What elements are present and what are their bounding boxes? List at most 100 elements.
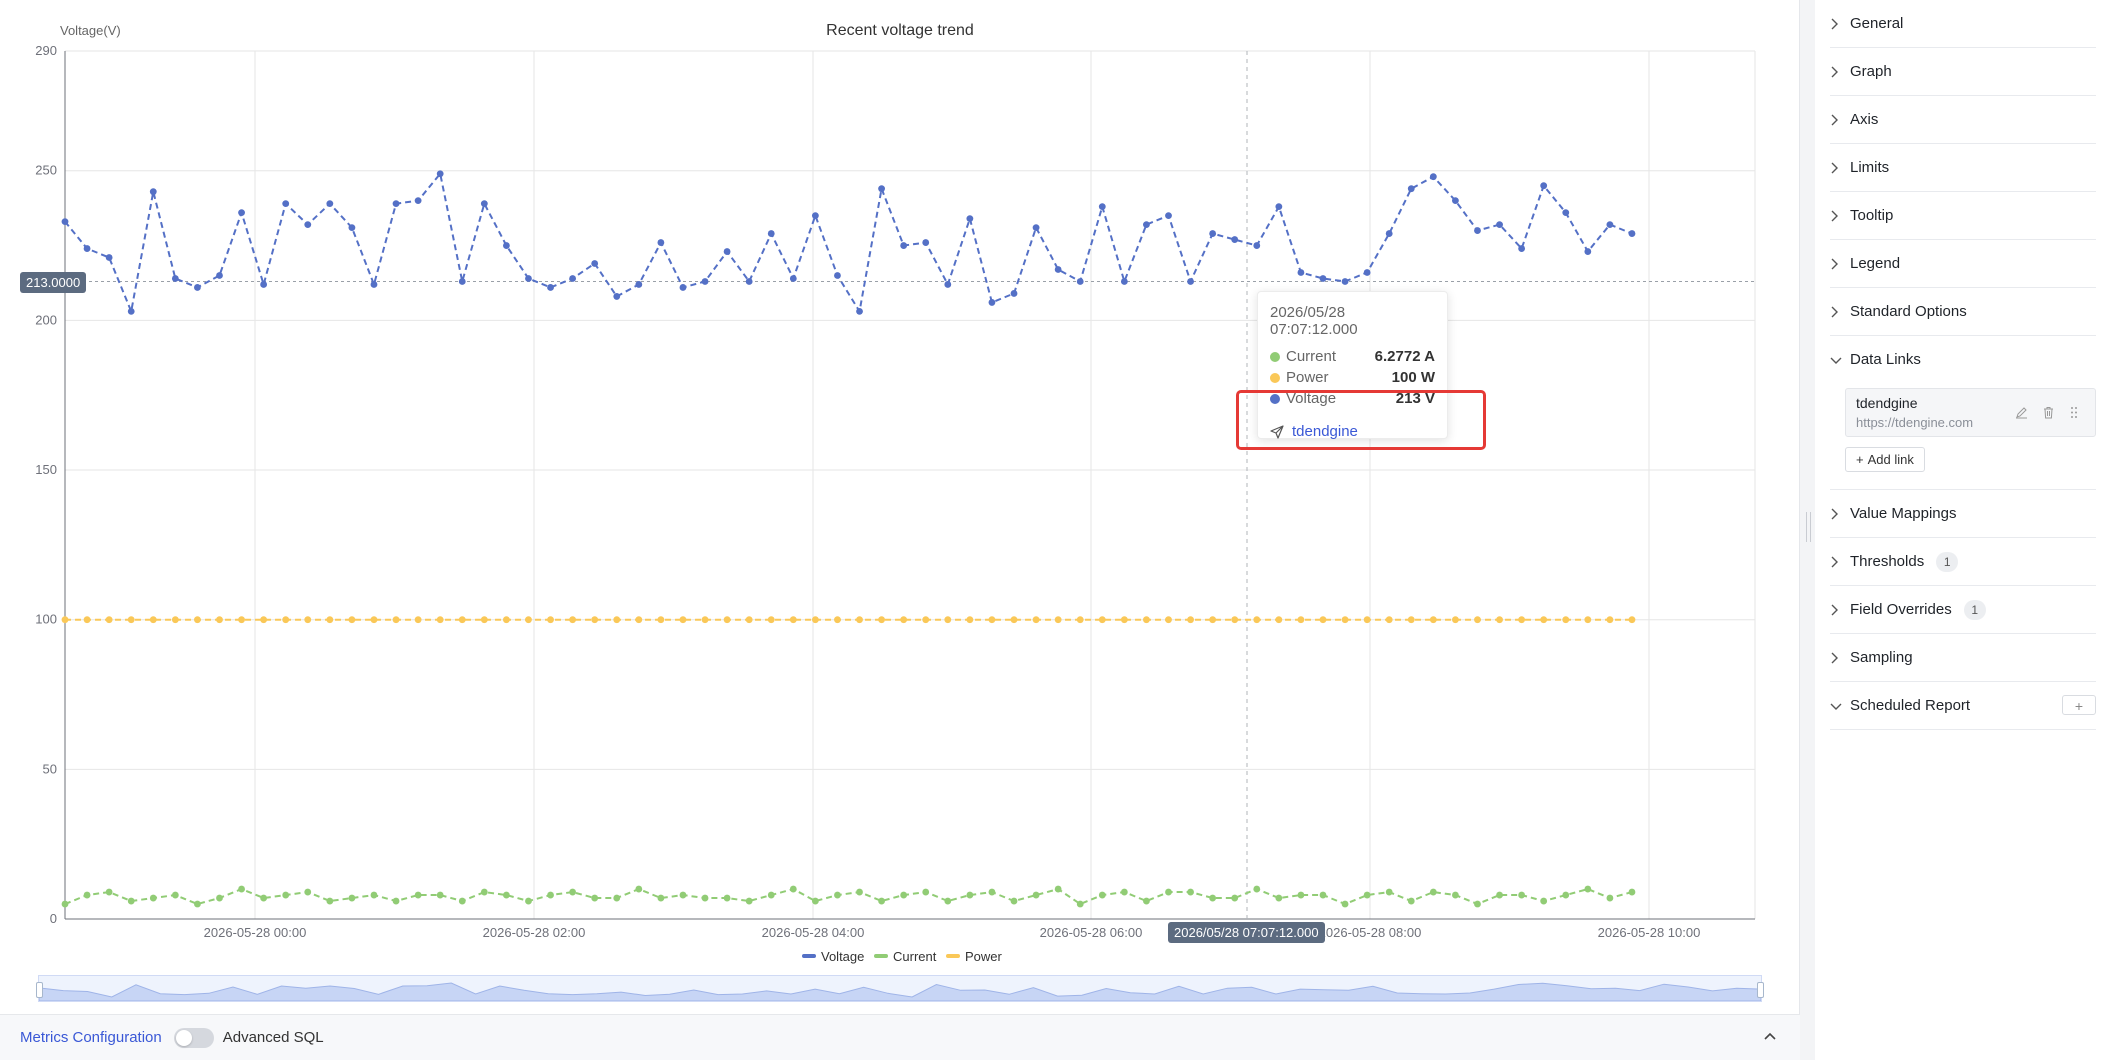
tooltip-series-name: Voltage xyxy=(1286,390,1337,407)
section-value-mappings[interactable]: Value Mappings xyxy=(1830,490,2096,538)
data-point xyxy=(282,616,290,624)
data-point xyxy=(503,891,510,899)
x-axis-ticks: 2026-05-28 00:00 2026-05-28 02:00 2026-05-… xyxy=(204,925,1701,940)
chevron-up-icon[interactable] xyxy=(1762,1028,1778,1044)
section-data-links[interactable]: Data Links xyxy=(1830,336,2096,383)
datazoom-left-handle[interactable] xyxy=(36,982,43,998)
advanced-sql-toggle[interactable] xyxy=(173,1027,214,1048)
data-point xyxy=(105,616,113,624)
section-thresholds[interactable]: Thresholds 1 xyxy=(1830,538,2096,586)
trash-icon[interactable] xyxy=(2042,406,2055,419)
metrics-configuration-link[interactable]: Metrics Configuration xyxy=(20,1029,162,1046)
line-chart[interactable]: Recent voltage trend Voltage(V) 0 50 100 15… xyxy=(0,0,1800,1014)
data-point xyxy=(635,885,643,893)
datazoom-slider[interactable] xyxy=(36,975,1764,1002)
data-point xyxy=(1584,248,1592,255)
data-link-card[interactable]: tdendgine https://tdengine.com xyxy=(1845,388,2096,437)
section-scheduled-report[interactable]: Scheduled Report + xyxy=(1830,682,2096,730)
data-point xyxy=(966,215,974,223)
data-point xyxy=(1054,266,1062,273)
data-point xyxy=(414,197,422,205)
drag-handle-icon[interactable] xyxy=(2069,406,2079,419)
data-point xyxy=(1209,616,1217,624)
add-scheduled-report-button[interactable]: + xyxy=(2062,695,2096,715)
y-tick-label: 50 xyxy=(43,761,57,776)
data-point xyxy=(1452,197,1459,205)
legend-swatch xyxy=(802,954,816,958)
data-point xyxy=(701,616,709,624)
field-overrides-count-badge: 1 xyxy=(1963,599,1986,620)
data-point xyxy=(458,897,466,905)
section-standard-options[interactable]: Standard Options xyxy=(1830,288,2096,336)
section-sampling[interactable]: Sampling xyxy=(1830,634,2096,682)
advanced-sql-label: Advanced SQL xyxy=(222,1029,324,1046)
data-point xyxy=(260,281,268,288)
legend-item-current[interactable]: Current xyxy=(874,949,937,964)
data-point xyxy=(657,616,665,624)
data-point xyxy=(392,200,400,208)
data-point xyxy=(1363,269,1371,276)
section-legend[interactable]: Legend xyxy=(1830,240,2096,288)
data-point xyxy=(392,616,400,624)
data-point xyxy=(723,616,731,624)
data-point xyxy=(1165,616,1172,624)
data-point xyxy=(966,616,974,624)
section-field-overrides[interactable]: Field Overrides 1 xyxy=(1830,586,2096,634)
data-point xyxy=(525,275,532,282)
data-point xyxy=(834,616,841,624)
y-axis-title: Voltage(V) xyxy=(60,23,121,38)
data-point xyxy=(922,239,930,246)
section-label: General xyxy=(1850,15,1904,32)
section-label: Legend xyxy=(1850,255,1901,272)
data-point xyxy=(745,616,753,624)
section-axis[interactable]: Axis xyxy=(1830,96,2096,144)
data-point xyxy=(260,616,268,624)
chevron-right-icon xyxy=(1830,556,1842,568)
y-tick-label: 290 xyxy=(35,43,57,58)
toggle-knob xyxy=(175,1029,192,1046)
edit-icon[interactable] xyxy=(2015,406,2028,419)
legend-item-power[interactable]: Power xyxy=(946,949,1003,964)
tooltip-link-label[interactable]: tdendgine xyxy=(1292,423,1358,440)
data-point xyxy=(1165,212,1172,220)
metrics-bottom-bar: Metrics Configuration Advanced SQL xyxy=(0,1014,1800,1060)
data-point xyxy=(105,888,113,896)
panel-splitter-handle[interactable] xyxy=(1806,512,1811,542)
legend-item-voltage[interactable]: Voltage xyxy=(802,949,864,964)
section-limits[interactable]: Limits xyxy=(1830,144,2096,192)
section-general[interactable]: General xyxy=(1830,0,2096,48)
data-point xyxy=(370,281,378,288)
data-point xyxy=(1275,616,1283,624)
data-point xyxy=(966,891,974,899)
data-point xyxy=(1187,278,1194,285)
section-tooltip[interactable]: Tooltip xyxy=(1830,192,2096,240)
data-point xyxy=(503,242,510,249)
section-graph[interactable]: Graph xyxy=(1830,48,2096,96)
data-point xyxy=(1143,616,1150,624)
data-point xyxy=(1540,616,1548,624)
data-point xyxy=(1032,891,1040,899)
x-tick-label: 2026-05-28 00:00 xyxy=(204,925,307,940)
data-point xyxy=(1076,616,1084,624)
y-tick-label: 100 xyxy=(35,612,57,627)
data-point xyxy=(1319,891,1327,899)
series-line-voltage xyxy=(64,171,1633,315)
tooltip-data-link[interactable]: tdendgine xyxy=(1270,423,1435,440)
tooltip-row-current: Current 6.2772 A xyxy=(1270,346,1435,367)
legend[interactable]: Voltage Current Power xyxy=(802,949,1003,964)
data-point xyxy=(1363,616,1371,624)
data-point xyxy=(1054,616,1062,624)
chevron-right-icon xyxy=(1830,652,1842,664)
add-link-button[interactable]: + Add link xyxy=(1845,447,1925,472)
tooltip-series-value: 213 V xyxy=(1395,390,1435,407)
data-point xyxy=(745,278,753,285)
y-tick-label: 0 xyxy=(50,911,57,926)
chevron-down-icon xyxy=(1830,702,1842,710)
data-point xyxy=(436,891,444,899)
data-point xyxy=(1562,209,1570,217)
section-label: Scheduled Report xyxy=(1850,697,1971,714)
data-point xyxy=(1032,616,1040,624)
data-point xyxy=(613,616,621,624)
x-axis-pointer-label: 2026/05/28 07:07:12.000 xyxy=(1168,922,1325,943)
datazoom-right-handle[interactable] xyxy=(1757,982,1764,998)
